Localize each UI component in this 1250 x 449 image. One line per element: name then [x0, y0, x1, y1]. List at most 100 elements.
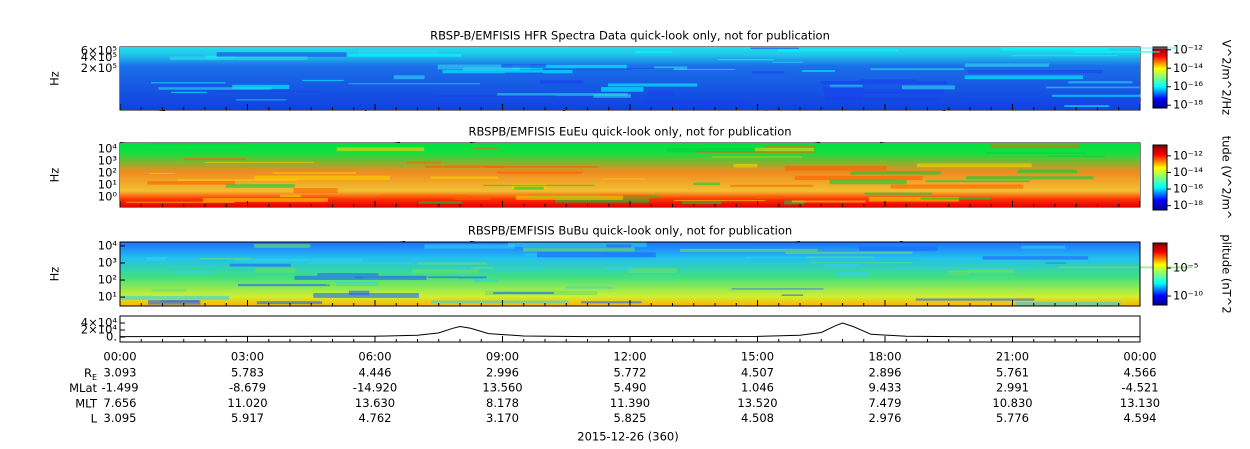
- spectrogram-streak: [470, 266, 494, 269]
- colorbar-tick-label: 10⁻¹⁴: [1173, 165, 1203, 179]
- spectrogram-streak: [235, 99, 287, 101]
- spectrogram-streak: [754, 147, 814, 152]
- spectrogram-streak: [232, 84, 290, 90]
- spectrogram-streak: [948, 270, 970, 275]
- x-tick-label: 00:00: [1123, 350, 1156, 364]
- y-tick-label: 2×10⁵: [81, 61, 118, 75]
- spectrogram-streak: [902, 85, 955, 90]
- spectrogram-streak: [808, 262, 914, 264]
- spectrogram-image: [120, 242, 1140, 306]
- spectrogram-streak: [791, 200, 866, 203]
- ephemeris-value: 1.046: [741, 381, 774, 395]
- spectrogram-streak: [493, 291, 554, 295]
- spectrogram-streak: [925, 180, 1030, 183]
- spectrogram-streak: [177, 179, 297, 181]
- spectrogram-streak: [512, 64, 627, 70]
- y-tick-label: 10¹: [98, 290, 117, 304]
- spectrogram-streak: [829, 179, 907, 185]
- spectrogram-streak: [1074, 50, 1160, 53]
- spectrogram-streak: [1021, 245, 1066, 249]
- ephemeris-value: 2.976: [869, 411, 902, 425]
- y-tick-label: 10²: [98, 166, 117, 180]
- colorbar-tick-label: 10⁻¹²: [1173, 42, 1203, 56]
- spectrogram-streak: [802, 70, 835, 72]
- spectrogram-streak: [537, 252, 656, 258]
- spectrogram-streak: [825, 94, 862, 100]
- spectrogram-streak: [1012, 55, 1119, 57]
- spectrogram-streak: [539, 80, 584, 84]
- spectrogram-streak: [508, 242, 647, 247]
- ephemeris-value: 7.656: [104, 396, 137, 410]
- spectrogram-streak: [794, 175, 923, 180]
- spectrogram-streak: [864, 192, 932, 195]
- spectrogram-streak: [608, 83, 698, 87]
- x-tick-label: 03:00: [231, 350, 264, 364]
- spectrogram-streak: [433, 95, 556, 98]
- spectrogram-streak: [307, 262, 415, 264]
- y-tick-label: 4×10⁴: [81, 316, 118, 330]
- spectrogram-streak: [644, 100, 746, 106]
- colorbar-tick-label: 10⁻¹⁴: [1173, 61, 1203, 75]
- y-tick-label: 10⁴: [98, 238, 118, 252]
- x-tick-label: 00:00: [103, 350, 136, 364]
- ephemeris-value: 5.772: [614, 366, 647, 380]
- spectrogram-streak: [336, 147, 425, 152]
- spectrogram-streak: [648, 91, 675, 97]
- ephemeris-label: RE: [84, 366, 97, 382]
- spectrogram-streak: [777, 49, 898, 52]
- ephemeris-value: -14.920: [353, 381, 397, 395]
- ephemeris-value: 4.446: [359, 366, 392, 380]
- y-tick-label: 10³: [98, 154, 118, 168]
- spectrogram-streak: [829, 84, 863, 88]
- spectrogram-streak: [717, 59, 775, 61]
- panel-title: RBSPB/EMFISIS EuEu quick-look only, not …: [468, 125, 791, 139]
- spectrogram-streak: [437, 64, 531, 70]
- spectrogram-streak: [967, 269, 1015, 274]
- spectrogram-streak: [990, 144, 1080, 149]
- ephemeris-value: 9.433: [869, 381, 902, 395]
- x-tick-label: 09:00: [486, 350, 519, 364]
- spectrogram-streak: [515, 195, 623, 200]
- y-tick-label: 6×10⁵: [81, 44, 118, 58]
- colorbar: [1152, 144, 1168, 211]
- ephemeris-value: 2.991: [996, 381, 1029, 395]
- spectrogram-streak: [654, 66, 688, 70]
- spectrogram-streak: [600, 194, 650, 200]
- spectrogram-streak: [418, 201, 463, 204]
- spectrogram-streak: [966, 176, 1094, 180]
- spectrogram-streak: [781, 294, 803, 296]
- spectrogram-streak: [682, 200, 722, 205]
- spectrogram-streak: [317, 273, 379, 276]
- colorbar-label: V^2/m^2/Hz: [1220, 40, 1234, 115]
- spectrogram-streak: [824, 264, 860, 267]
- spectrogram-streak: [412, 269, 479, 274]
- ephemeris-label: MLT: [75, 396, 98, 410]
- ephemeris-value: 4.507: [741, 366, 774, 380]
- spectrogram-streak: [1068, 81, 1133, 84]
- y-axis-label: Hz: [48, 71, 62, 86]
- spectrogram-streak: [712, 156, 803, 158]
- spectrogram-streak: [870, 68, 964, 71]
- spectrogram-streak: [750, 47, 800, 49]
- spectrogram-streak: [454, 195, 492, 200]
- spectrogram-streak: [982, 256, 1089, 260]
- spectrogram-streak: [183, 158, 246, 161]
- ephemeris-value: -1.499: [101, 381, 138, 395]
- spectrogram-streak: [673, 199, 765, 202]
- spectrogram-streak: [238, 283, 330, 287]
- spectrogram-streak: [868, 196, 959, 202]
- spectrogram-streak: [897, 267, 1031, 270]
- y-axis-label: Hz: [48, 168, 62, 183]
- spectrogram-streak: [225, 184, 295, 188]
- date-label: 2015-12-26 (360): [577, 430, 678, 444]
- spectrogram-streak: [431, 300, 569, 304]
- spectrogram-streak: [348, 290, 370, 296]
- spectrogram-streak: [1001, 47, 1109, 51]
- colorbar-tick-label: 10⁻⁵: [1173, 261, 1199, 275]
- spectrogram-streak: [693, 182, 720, 186]
- y-tick-label: 0.: [106, 330, 117, 344]
- colorbar-tick-label: 10⁻¹⁸: [1173, 198, 1203, 212]
- spectrogram-streak: [347, 54, 462, 57]
- spectrogram-streak: [835, 271, 870, 277]
